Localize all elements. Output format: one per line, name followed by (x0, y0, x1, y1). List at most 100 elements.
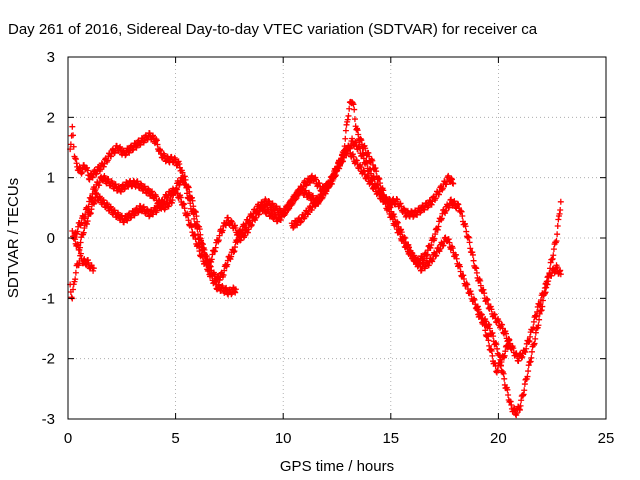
data-point (160, 199, 167, 206)
data-point (90, 267, 97, 274)
data-point (394, 218, 401, 225)
data-point (477, 277, 484, 284)
data-point (421, 206, 428, 213)
data-point (400, 205, 407, 212)
data-point (368, 170, 375, 177)
axis-ticks (67, 56, 607, 420)
data-point (161, 198, 168, 205)
data-point (356, 163, 363, 170)
chart-title: Day 261 of 2016, Sidereal Day-to-day VTE… (8, 21, 538, 38)
data-point (557, 198, 564, 205)
data-point (281, 210, 288, 217)
data-point (462, 223, 469, 230)
data-point (77, 250, 84, 257)
data-point (350, 101, 357, 108)
data-point (546, 270, 553, 277)
data-point (125, 148, 132, 155)
data-point (130, 211, 137, 218)
data-point (150, 211, 157, 218)
data-point (135, 209, 142, 216)
data-point (72, 155, 79, 162)
data-point (431, 235, 438, 242)
data-point (550, 246, 557, 253)
data-point (432, 195, 439, 202)
data-point (428, 201, 435, 208)
data-point (387, 204, 394, 211)
data-point (144, 206, 151, 213)
data-point (165, 203, 172, 210)
data-point (141, 183, 148, 190)
data-point (377, 190, 384, 197)
data-point (398, 229, 405, 236)
x-axis-label: GPS time / hours (280, 458, 394, 475)
data-point (463, 228, 470, 235)
data-point (454, 200, 461, 207)
data-point (440, 242, 447, 249)
data-series-3 (71, 135, 564, 364)
data-point (75, 262, 82, 269)
data-point (413, 256, 420, 263)
data-point (410, 213, 417, 220)
data-point (128, 214, 135, 221)
data-point (501, 375, 508, 382)
data-point (557, 271, 564, 278)
data-point (252, 214, 259, 221)
data-point (435, 191, 442, 198)
data-point (349, 100, 356, 107)
data-point (140, 203, 147, 210)
x-tick-label: 5 (171, 430, 179, 447)
data-point (267, 209, 274, 216)
data-point (359, 150, 366, 157)
data-point (488, 306, 495, 313)
data-point (446, 239, 453, 246)
data-point (104, 157, 111, 164)
data-point (353, 157, 360, 164)
data-point (500, 370, 507, 377)
data-point (134, 178, 141, 185)
data-point (424, 251, 431, 258)
data-point (487, 303, 494, 310)
data-point (232, 286, 239, 293)
data-points (67, 98, 564, 419)
data-point (439, 185, 446, 192)
data-point (140, 138, 147, 145)
data-point (470, 257, 477, 264)
data-point (345, 112, 352, 119)
data-point (503, 330, 510, 337)
data-point (401, 234, 408, 241)
data-point (383, 195, 390, 202)
data-point (469, 251, 476, 258)
data-point (423, 252, 430, 259)
data-point (72, 276, 79, 283)
data-point (446, 204, 453, 211)
x-tick-label: 25 (598, 430, 615, 447)
data-point (428, 241, 435, 248)
data-point (146, 213, 153, 220)
data-point (442, 207, 449, 214)
data-point (137, 141, 144, 148)
data-point (302, 187, 309, 194)
data-point (414, 211, 421, 218)
data-point (346, 105, 353, 112)
data-point (290, 224, 297, 231)
data-point (450, 180, 457, 187)
data-point (453, 251, 460, 258)
data-point (489, 329, 496, 336)
y-tick-label: 0 (47, 230, 55, 247)
data-point (394, 196, 401, 203)
data-point (485, 337, 492, 344)
data-point (70, 235, 77, 242)
data-point (470, 295, 477, 302)
data-point (105, 176, 112, 183)
data-point (543, 284, 550, 291)
data-point (471, 296, 478, 303)
data-point (357, 164, 364, 171)
data-point (435, 247, 442, 254)
data-point (70, 286, 77, 293)
data-point (303, 182, 310, 189)
data-point (457, 208, 464, 215)
x-tick-label: 0 (64, 430, 72, 447)
data-point (441, 208, 448, 215)
y-tick-label: -1 (42, 290, 55, 307)
